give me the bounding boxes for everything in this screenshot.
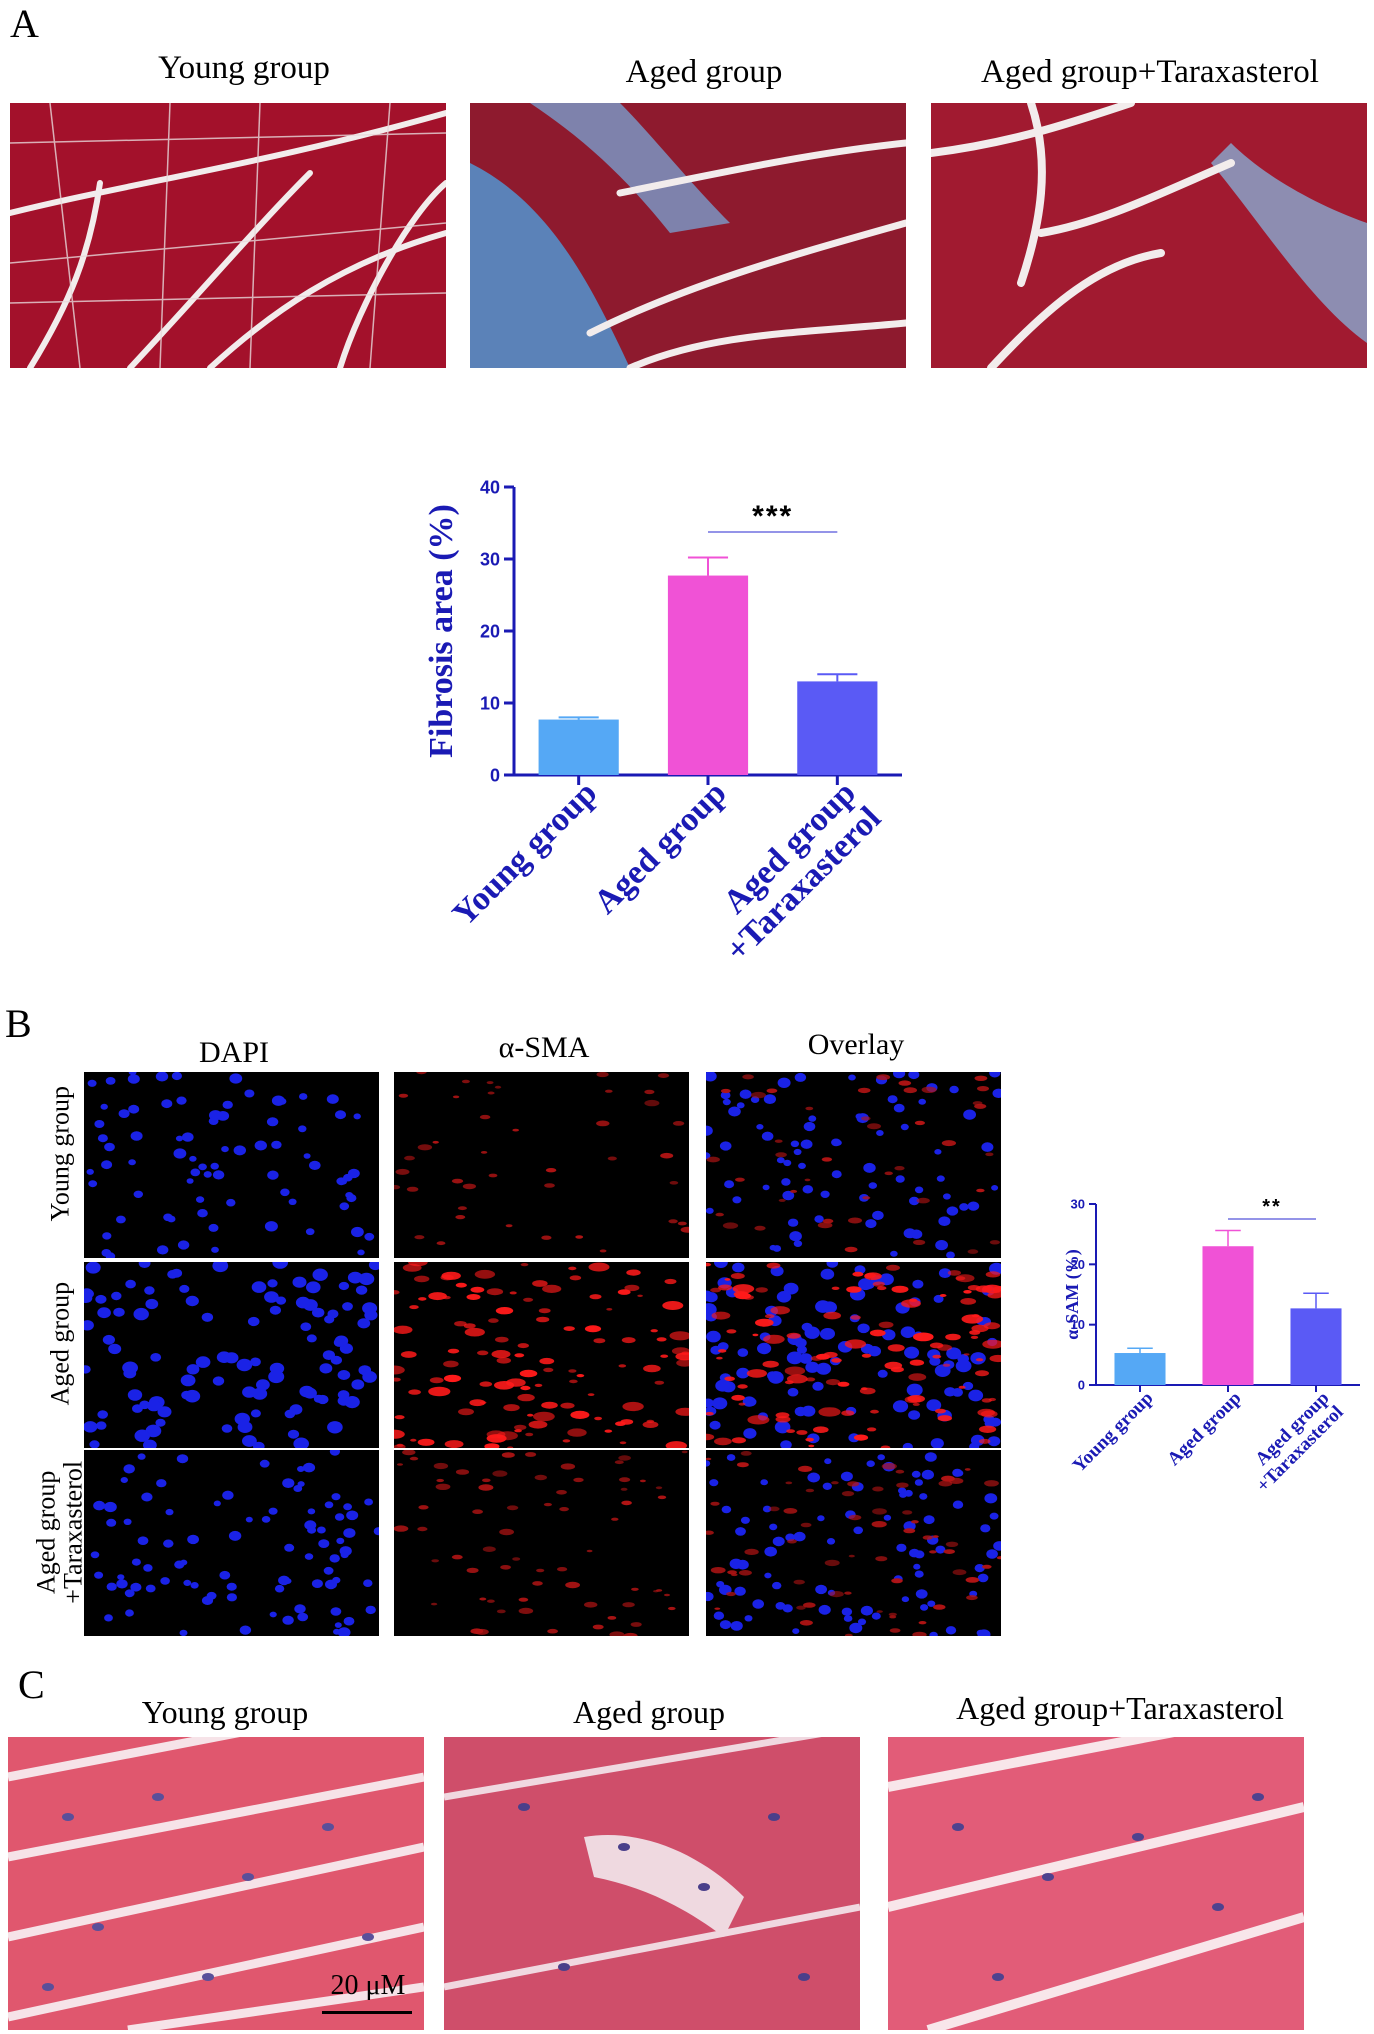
panel-b-col-dapi: DAPI <box>198 1036 269 1069</box>
he-aged-taraxasterol-image <box>888 1737 1304 2030</box>
masson-aged-taraxasterol-image <box>931 103 1367 368</box>
panel-a-letter: A <box>10 1 39 46</box>
asma-chart-y-tick-label-1: 10 <box>1071 1317 1085 1332</box>
fluorescence-image-r1-c2 <box>394 1072 689 1258</box>
fibrosis-chart-category-label-1: Aged group <box>587 774 734 921</box>
fluorescence-image-r2-c3 <box>706 1262 1001 1448</box>
fluorescence-image-r1-c1 <box>84 1072 379 1258</box>
asma-chart-category-label-0: Young group <box>1069 1388 1158 1477</box>
masson-aged-image <box>470 103 906 368</box>
panel-c-label-aged: Aged group <box>573 1694 725 1730</box>
panel-b-letter: B <box>5 1001 32 1046</box>
asma-chart-bar-1 <box>1202 1246 1254 1385</box>
asma-chart-y-tick-label-0: 0 <box>1078 1378 1085 1393</box>
fibrosis-chart-y-tick-label-3: 30 <box>480 549 500 569</box>
fibrosis-chart-y-label: Fibrosis area (%) <box>423 504 460 758</box>
panel-b-row-young: Young group <box>45 1085 75 1222</box>
asma-chart-category-label-2: Aged group+Taraxasterol <box>1239 1388 1348 1497</box>
fibrosis-chart-category-label-2: Aged group+Taraxasterol <box>694 774 889 969</box>
fibrosis-chart-y-tick-label-2: 20 <box>480 621 500 641</box>
asma-chart-significance-stars: ** <box>1262 1196 1282 1218</box>
asma-chart-y-tick-label-2: 20 <box>1071 1257 1085 1272</box>
fibrosis-chart-y-tick-label-4: 40 <box>480 477 500 497</box>
asma-chart-bar-2 <box>1290 1308 1342 1385</box>
fibrosis-chart-bar-2 <box>797 681 878 775</box>
panel-b-row-aged-taraxasterol: Aged group +Taraxasterol <box>31 1460 88 1604</box>
panel-a-label-aged-taraxasterol: Aged group+Taraxasterol <box>981 54 1319 90</box>
he-young-image <box>8 1737 424 2030</box>
panel-b-col-asma: α-SMA <box>498 1031 590 1064</box>
panel-c-letter: C <box>18 1662 45 1707</box>
fibrosis-chart-bar-0 <box>538 719 619 775</box>
panel-b-col-overlay: Overlay <box>807 1028 905 1061</box>
fibrosis-chart-bar-1 <box>667 575 749 775</box>
fluorescence-image-r3-c2 <box>394 1450 689 1636</box>
panel-b-row-aged: Aged group <box>45 1281 75 1406</box>
panel-a-label-aged: Aged group <box>625 54 783 90</box>
fibrosis-chart-y-tick-label-1: 10 <box>480 693 500 713</box>
panel-c-label-aged-taraxasterol: Aged group+Taraxasterol <box>956 1690 1284 1726</box>
asma-chart-bar-0 <box>1114 1353 1166 1385</box>
fibrosis-chart-category-label-0: Young group <box>446 774 605 933</box>
fluorescence-image-r2-c1 <box>84 1262 379 1448</box>
fluorescence-image-r3-c1 <box>84 1450 379 1636</box>
asma-chart-y-tick-label-3: 30 <box>1071 1197 1085 1212</box>
panel-c-label-young: Young group <box>141 1694 309 1730</box>
asma-chart-category-label-1: Aged group <box>1163 1388 1245 1470</box>
panel-a-label-young: Young group <box>158 50 330 86</box>
fibrosis-chart-y-tick-label-0: 0 <box>490 765 500 785</box>
masson-young-image <box>10 103 446 368</box>
fluorescence-image-r2-c2 <box>394 1262 689 1448</box>
fluorescence-image-r1-c3 <box>706 1072 1001 1258</box>
fluorescence-image-r3-c3 <box>706 1450 1001 1636</box>
he-aged-image <box>444 1737 860 2030</box>
fibrosis-chart-significance-stars: *** <box>752 500 793 533</box>
scale-bar-label: 20 μM <box>330 1970 406 2001</box>
scale-bar <box>322 2011 412 2014</box>
asma-chart-y-label: α-SAM (%) <box>1062 1249 1083 1340</box>
